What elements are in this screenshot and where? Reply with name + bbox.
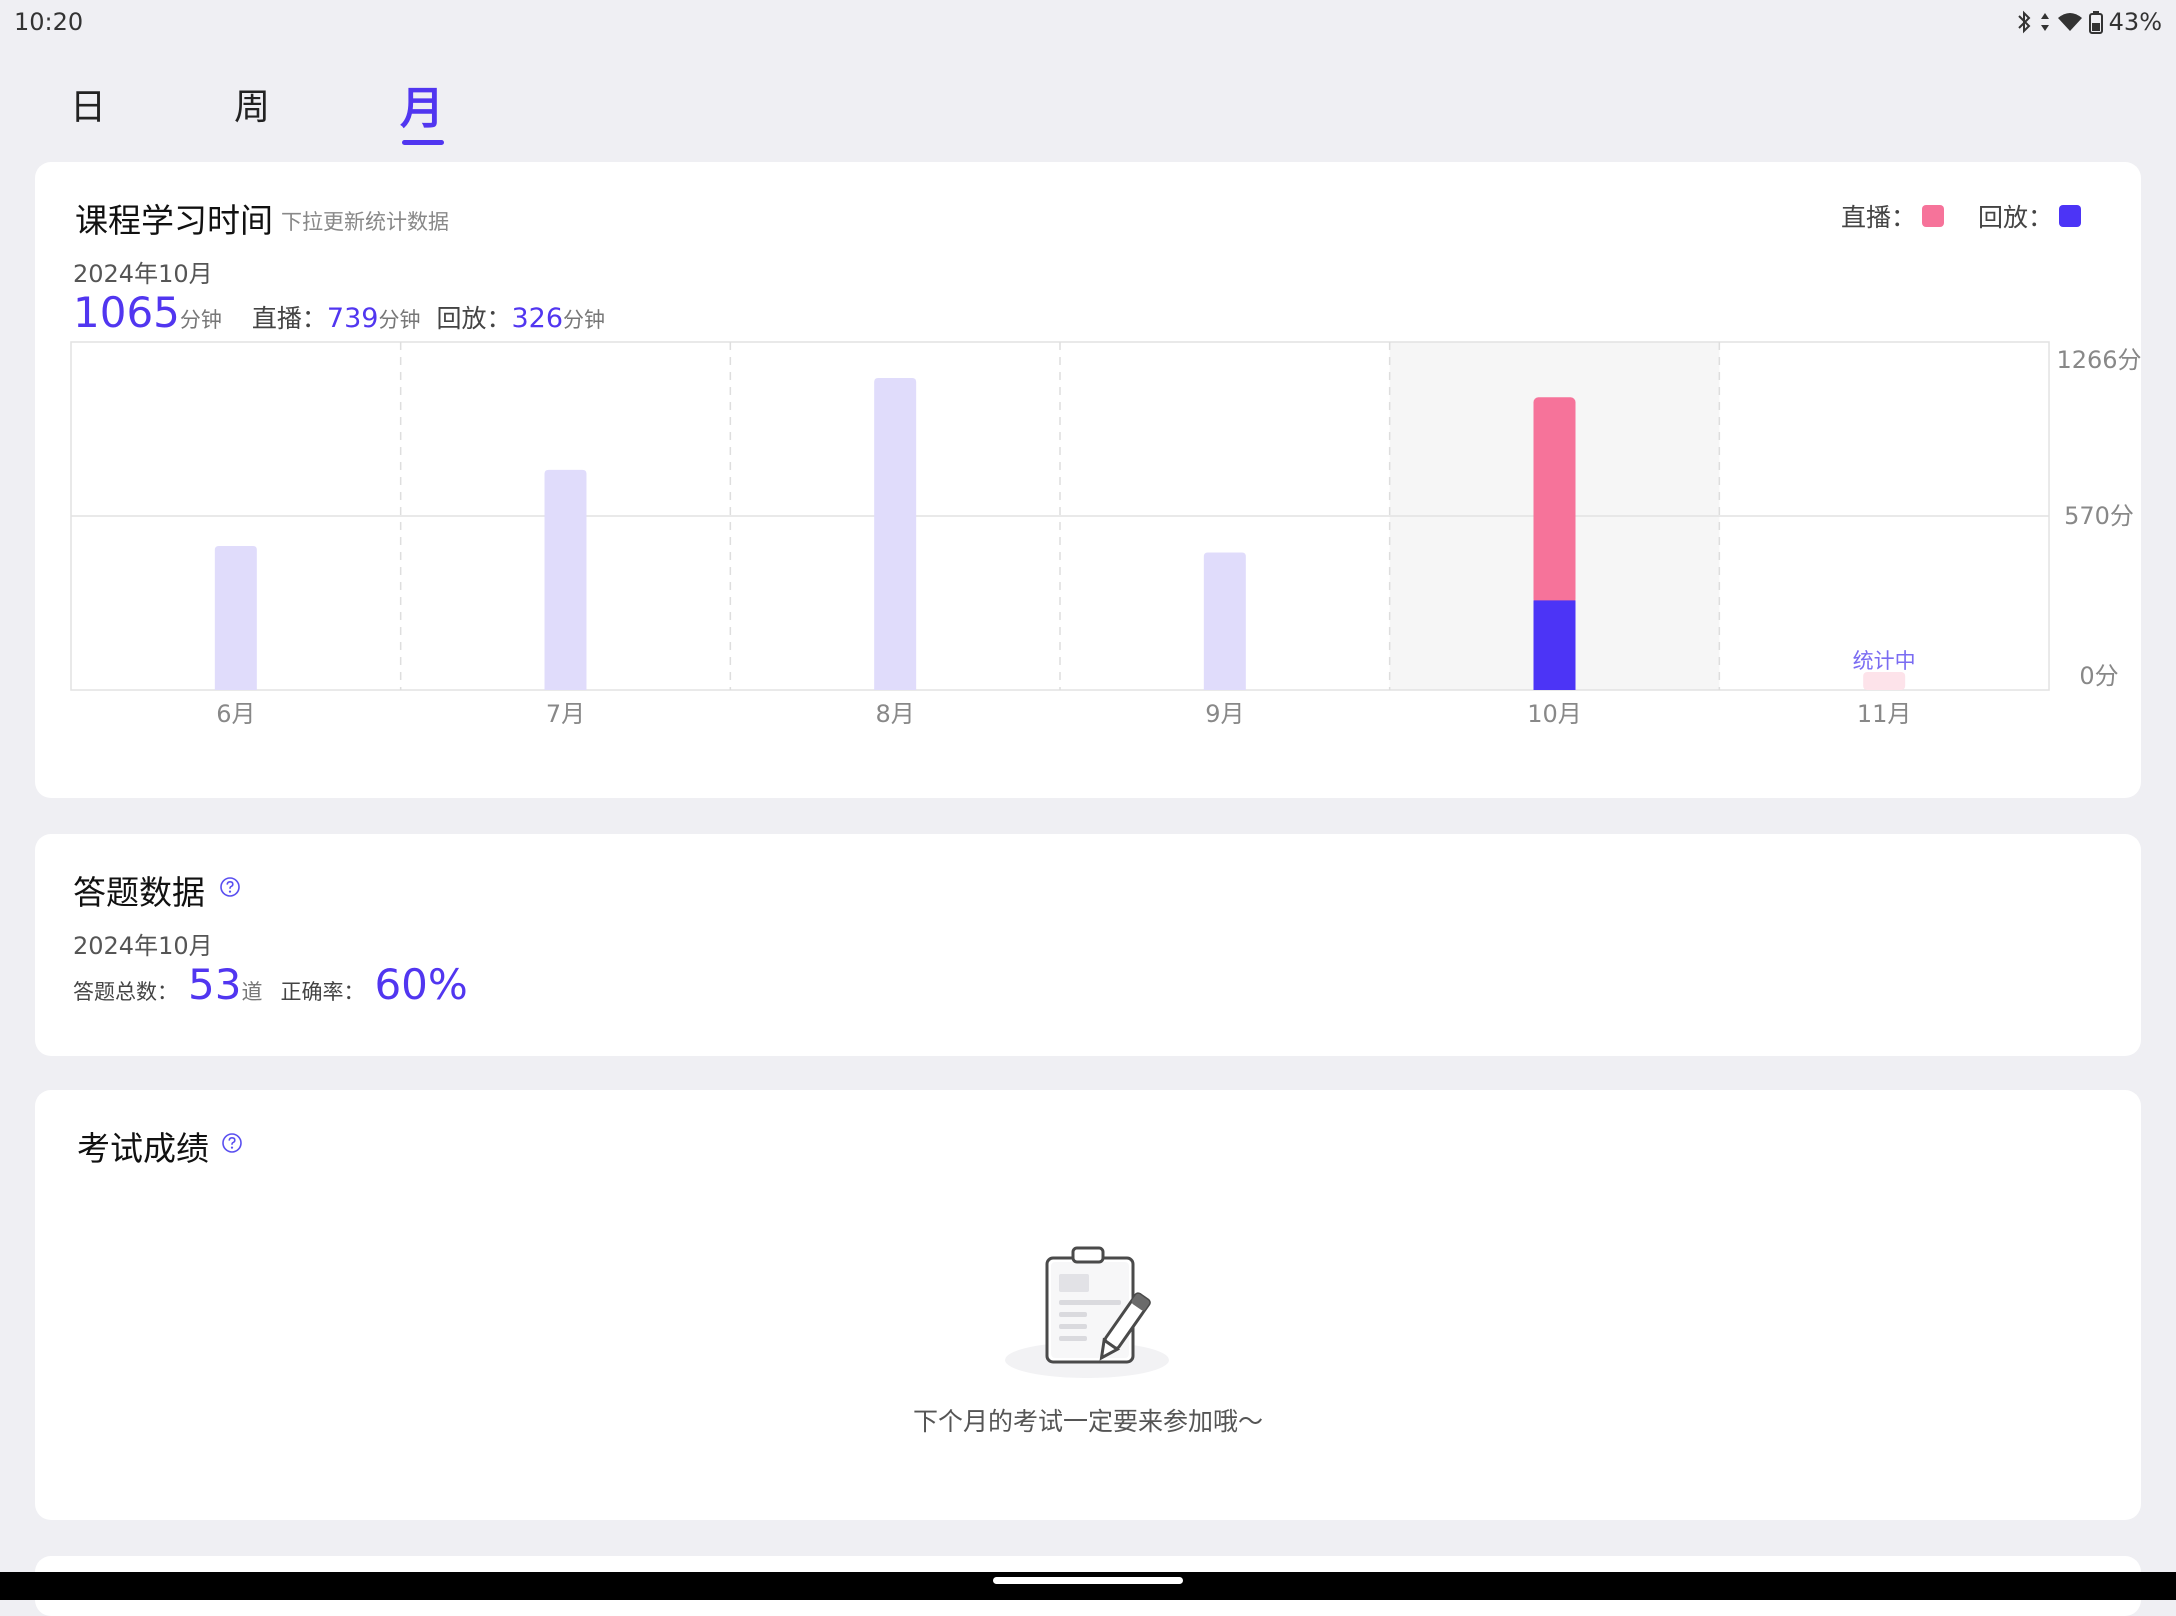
y-tick-label: 1266分 xyxy=(2056,346,2141,374)
tab-week[interactable]: 周 xyxy=(234,87,271,128)
x-tick-label: 6月 xyxy=(216,700,255,728)
x-tick-label: 10月 xyxy=(1527,700,1582,728)
y-tick-label: 570分 xyxy=(2064,502,2134,530)
study-replay-label: 回放： xyxy=(436,304,512,333)
x-tick-label: 7月 xyxy=(546,700,585,728)
answers-total-value: 53 xyxy=(188,960,242,1009)
answers-total-unit: 道 xyxy=(241,980,263,1004)
status-bar: 10:20 43% xyxy=(0,0,2176,44)
answers-total-label: 答题总数： xyxy=(73,980,178,1004)
y-tick-label: 0分 xyxy=(2079,662,2118,690)
answers-title: 答题数据 xyxy=(73,873,205,912)
bar-pending-11月[interactable] xyxy=(1863,672,1906,690)
period-tabs: 日 周 月 xyxy=(0,70,600,150)
exam-score-card: 考试成绩 下个月的考试一定要来参加哦～ xyxy=(35,1090,2141,1520)
legend-replay-label: 回放： xyxy=(1977,203,2053,232)
exam-title: 考试成绩 xyxy=(77,1129,209,1168)
bar-replay-10月[interactable] xyxy=(1533,600,1576,690)
study-summary: 1065 分钟 直播： 739 分钟 回放： 326 分钟 xyxy=(73,288,605,337)
battery-icon xyxy=(2088,11,2103,34)
clipboard-empty-icon xyxy=(1005,1246,1169,1378)
active-tab-indicator xyxy=(402,140,444,145)
legend-replay-swatch xyxy=(2059,205,2081,227)
answers-help-icon[interactable] xyxy=(219,876,241,898)
x-tick-label: 9月 xyxy=(1205,700,1244,728)
wifi-icon xyxy=(2057,13,2082,31)
legend-live: 直播： xyxy=(1841,198,1944,234)
legend-replay: 回放： xyxy=(1978,198,2081,234)
system-nav-bar xyxy=(0,1572,2176,1600)
bar-total-7月[interactable] xyxy=(544,469,587,690)
chart-legend: 直播： 回放： xyxy=(1841,198,2081,234)
study-title: 课程学习时间 xyxy=(75,201,273,240)
answers-accuracy-value: 60% xyxy=(374,960,468,1009)
exam-help-icon[interactable] xyxy=(221,1132,243,1154)
study-live-value: 739 xyxy=(326,303,379,334)
status-icons: 43% xyxy=(2015,8,2162,36)
exam-empty-message: 下个月的考试一定要来参加哦～ xyxy=(912,1407,1263,1436)
study-replay-value: 326 xyxy=(511,303,564,334)
tab-day[interactable]: 日 xyxy=(70,87,107,128)
study-total-unit: 分钟 xyxy=(179,308,222,332)
tab-month[interactable]: 月 xyxy=(400,83,444,134)
study-date: 2024年10月 xyxy=(73,260,213,288)
bar-total-8月[interactable] xyxy=(874,378,917,690)
answers-accuracy-label: 正确率： xyxy=(280,980,365,1004)
status-time: 10:20 xyxy=(14,8,84,36)
bar-live-10月[interactable] xyxy=(1533,397,1576,605)
answers-summary: 答题总数： 53 道 正确率： 60% xyxy=(73,960,468,1009)
data-arrows-icon xyxy=(2040,13,2049,31)
study-live-label: 直播： xyxy=(251,304,327,333)
x-tick-label: 11月 xyxy=(1857,700,1912,728)
x-tick-label: 8月 xyxy=(876,700,915,728)
study-live-unit: 分钟 xyxy=(378,308,421,332)
answer-data-card: 答题数据 2024年10月 答题总数： 53 道 正确率： 60% xyxy=(35,834,2141,1056)
legend-live-swatch xyxy=(1921,205,1944,227)
study-time-card: 课程学习时间 下拉更新统计数据 直播： 回放： 2024年10月 1065 分钟… xyxy=(35,162,2141,798)
home-indicator[interactable] xyxy=(993,1577,1183,1584)
study-time-chart[interactable]: 6月 7月 8月 9月 10月 统计中 11月 1266分 570分 0分 xyxy=(35,332,2141,772)
answers-date: 2024年10月 xyxy=(73,932,213,960)
refresh-hint: 下拉更新统计数据 xyxy=(281,210,449,234)
bar-total-6月[interactable] xyxy=(214,545,257,690)
battery-percent: 43% xyxy=(2108,8,2162,36)
legend-live-label: 直播： xyxy=(1840,203,1916,232)
bar-status-label: 统计中 xyxy=(1853,649,1916,673)
study-replay-unit: 分钟 xyxy=(563,308,606,332)
study-total-value: 1065 xyxy=(73,288,180,337)
bar-total-9月[interactable] xyxy=(1203,552,1246,690)
bluetooth-icon xyxy=(2017,10,2031,34)
